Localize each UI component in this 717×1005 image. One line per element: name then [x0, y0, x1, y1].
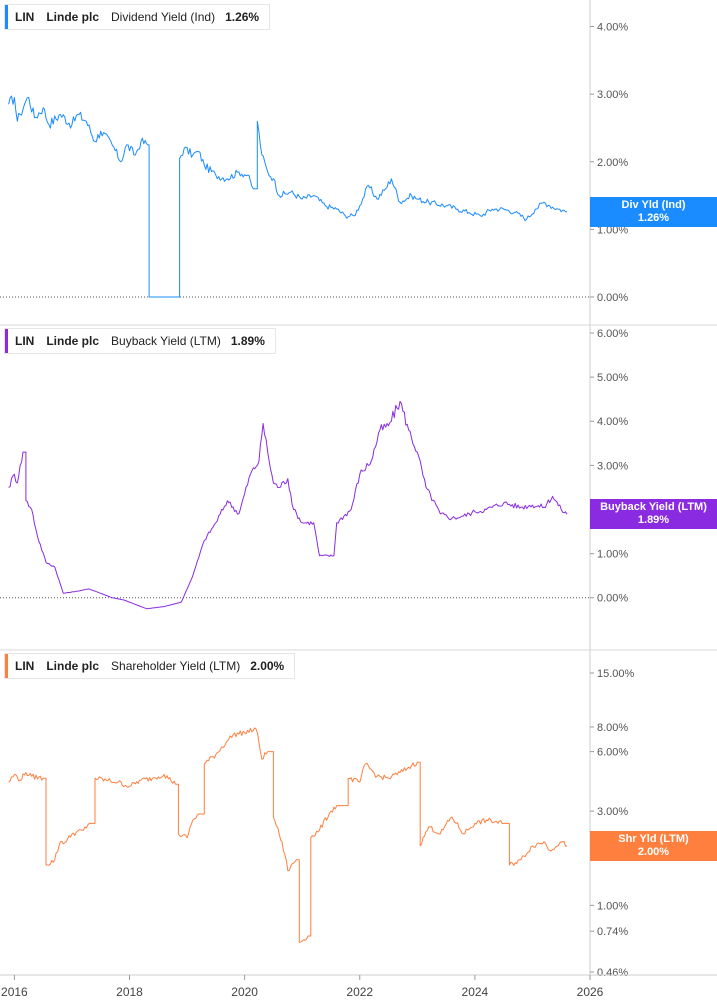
tag-label: Div Yld (Ind)	[621, 199, 686, 211]
panel-header-buyback[interactable]: LIN Linde plc Buyback Yield (LTM) 1.89%	[4, 328, 276, 354]
y-tick-label: 8.00%	[597, 722, 628, 734]
x-tick-label: 2024	[462, 985, 489, 999]
y-tick-label: 0.74%	[597, 926, 628, 938]
y-tick-label: 4.00%	[597, 416, 628, 428]
latest-value: 1.89%	[230, 334, 265, 348]
panels-layer: 4.00% 3.00% 2.00% 1.00% 0.00% 6.00% 5.00% 4.00%…	[0, 0, 717, 979]
ticker-label: LIN	[15, 10, 35, 24]
y-tick-label: 1.00%	[597, 224, 628, 236]
panel-header-shareholder[interactable]: LIN Linde plc Shareholder Yield (LTM) 2.…	[4, 653, 296, 679]
tag-value: 1.26%	[637, 212, 670, 224]
y-tick-label: 6.00%	[597, 328, 628, 340]
y-tick-label: 1.00%	[597, 900, 628, 912]
company-label: Linde plc	[46, 659, 100, 673]
metric-label: Dividend Yield (Ind)	[111, 10, 216, 24]
series-line-1-0	[8, 400, 568, 610]
y-tick-label: 5.00%	[597, 372, 628, 384]
company-label: Linde plc	[46, 334, 100, 348]
metric-label: Buyback Yield (LTM)	[111, 334, 221, 348]
panel-2: 15.00% 8.00% 6.00% 3.00% 1.00% 0.74% 0.46%	[8, 650, 635, 979]
x-tick-label: 2016	[1, 985, 28, 999]
panel-1: 6.00% 5.00% 4.00% 3.00% 1.00% 0.00%	[0, 325, 717, 651]
series-color-swatch	[5, 5, 8, 29]
metric-label: Shareholder Yield (LTM)	[111, 659, 241, 673]
latest-value: 2.00%	[250, 659, 285, 673]
x-tick-label: 2020	[231, 985, 258, 999]
y-tick-label: 0.00%	[597, 292, 628, 304]
tag-label: Buyback Yield (LTM)	[600, 501, 707, 513]
y-tick-label: 3.00%	[597, 89, 628, 101]
panel-header-dividend[interactable]: LIN Linde plc Dividend Yield (Ind) 1.26%	[4, 4, 271, 30]
y-tick-label: 6.00%	[597, 747, 628, 759]
x-tick-label: 2022	[346, 985, 373, 999]
y-tick-label: 3.00%	[597, 460, 628, 472]
tag-value: 1.89%	[637, 514, 670, 526]
x-tick-label: 2018	[116, 985, 143, 999]
latest-value: 1.26%	[225, 10, 260, 24]
series-line-0-0	[8, 95, 568, 298]
x-axis: 2016 2018 2020 2022 2024 2026	[0, 974, 717, 999]
panel-0: 4.00% 3.00% 2.00% 1.00% 0.00%	[0, 0, 717, 326]
tag-value: 2.00%	[637, 846, 670, 858]
y-tick-label: 2.00%	[597, 157, 628, 169]
value-tag-shareholder: Shr Yld (LTM) 2.00%	[590, 831, 717, 861]
y-tick-label: 1.00%	[597, 549, 628, 561]
ticker-label: LIN	[15, 659, 35, 673]
y-tick-label: 3.00%	[597, 806, 628, 818]
y-tick-label: 15.00%	[597, 668, 635, 680]
y-tick-label: 0.46%	[597, 967, 628, 979]
value-tag-buyback: Buyback Yield (LTM) 1.89%	[590, 499, 717, 529]
tag-label: Shr Yld (LTM)	[618, 833, 689, 845]
ticker-label: LIN	[15, 334, 35, 348]
series-line-2-0	[8, 727, 568, 943]
y-tick-label: 4.00%	[597, 22, 628, 34]
y-tick-label: 0.00%	[597, 593, 628, 605]
series-color-swatch	[5, 329, 8, 353]
value-tag-dividend: Div Yld (Ind) 1.26%	[590, 197, 717, 227]
x-tick-label: 2026	[577, 985, 604, 999]
company-label: Linde plc	[46, 10, 100, 24]
series-color-swatch	[5, 654, 8, 678]
